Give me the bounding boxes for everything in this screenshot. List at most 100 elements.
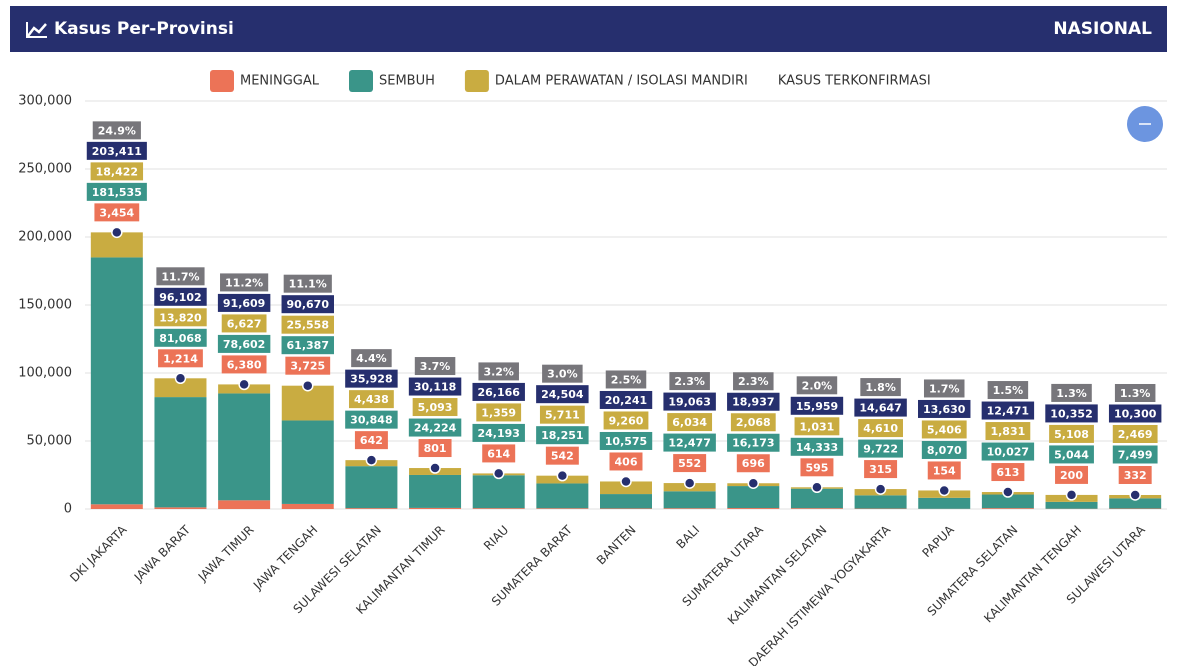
bar-segment xyxy=(154,507,206,509)
total-marker xyxy=(812,482,822,492)
total-marker xyxy=(366,455,376,465)
total-marker xyxy=(112,227,122,237)
y-tick-label: 0 xyxy=(64,502,72,517)
data-label: 96,102 xyxy=(159,291,201,304)
data-label: 5,093 xyxy=(418,401,453,414)
data-label: 13,820 xyxy=(159,311,202,324)
data-label: 10,352 xyxy=(1045,404,1097,422)
total-marker xyxy=(557,471,567,481)
share-label: 2.3% xyxy=(669,372,710,390)
legend-label[interactable]: SEMBUH xyxy=(379,74,435,89)
data-label: 332 xyxy=(1124,469,1147,482)
total-marker xyxy=(494,468,504,478)
data-label: 1,831 xyxy=(990,425,1025,438)
data-label: 614 xyxy=(487,447,510,460)
data-label: 614 xyxy=(482,444,515,462)
share-label: 3.2% xyxy=(483,365,514,378)
data-label: 18,422 xyxy=(96,165,138,178)
bar-segment xyxy=(282,420,334,503)
total-marker xyxy=(1130,490,1140,500)
share-label: 1.8% xyxy=(865,381,896,394)
data-label: 10,575 xyxy=(605,435,647,448)
data-label: 19,063 xyxy=(663,393,715,411)
total-marker xyxy=(685,478,695,488)
data-label: 30,848 xyxy=(345,411,397,429)
share-label: 11.7% xyxy=(156,267,204,285)
data-label: 26,166 xyxy=(472,383,524,401)
bar-segment xyxy=(218,500,270,509)
total-marker xyxy=(621,476,631,486)
data-label: 7,499 xyxy=(1118,448,1153,461)
bars: DKI JAKARTA3,454181,53518,422203,41124.9… xyxy=(67,121,1161,666)
legend: MENINGGAL SEMBUH DALAM PERAWATAN / ISOLASI… xyxy=(210,70,931,92)
total-marker xyxy=(175,373,185,383)
data-label: 19,063 xyxy=(668,396,710,409)
x-tick-label: DKI JAKARTA xyxy=(67,522,130,585)
legend-swatch xyxy=(349,70,373,92)
data-label: 14,647 xyxy=(859,402,901,415)
legend-label[interactable]: KASUS TERKONFIRMASI xyxy=(778,74,931,89)
data-label: 78,602 xyxy=(218,335,270,353)
data-label: 181,535 xyxy=(87,183,147,201)
data-label: 6,380 xyxy=(222,355,267,373)
data-label: 181,535 xyxy=(92,186,142,199)
data-label: 332 xyxy=(1119,466,1152,484)
data-label: 595 xyxy=(800,458,833,476)
data-label: 30,118 xyxy=(409,378,461,396)
share-label: 11.7% xyxy=(161,270,199,283)
data-label: 613 xyxy=(991,463,1024,481)
bar-segment xyxy=(1046,502,1098,509)
header-scope[interactable]: NASIONAL xyxy=(1053,19,1152,39)
data-label: 1,214 xyxy=(163,352,198,365)
data-label: 5,711 xyxy=(545,409,580,422)
data-label: 9,722 xyxy=(863,443,898,456)
bar-segment xyxy=(218,393,270,500)
share-label: 1.7% xyxy=(924,379,965,397)
x-tick-label: JAWA TIMUR xyxy=(195,523,257,585)
data-label: 5,093 xyxy=(413,398,458,416)
bar-segment xyxy=(855,495,907,508)
data-label: 18,251 xyxy=(541,429,583,442)
x-tick-label: RIAU xyxy=(481,523,511,553)
data-label: 24,504 xyxy=(536,385,588,403)
data-label: 14,333 xyxy=(791,438,843,456)
legend-label[interactable]: MENINGGAL xyxy=(240,74,320,89)
bar-segment xyxy=(664,508,716,509)
data-label: 315 xyxy=(869,463,892,476)
data-label: 78,602 xyxy=(223,338,265,351)
data-label: 200 xyxy=(1060,469,1083,482)
share-label: 4.4% xyxy=(351,349,392,367)
legend-label[interactable]: DALAM PERAWATAN / ISOLASI MANDIRI xyxy=(495,74,748,89)
data-label: 542 xyxy=(546,447,579,465)
bar-segment xyxy=(600,508,652,509)
data-label: 6,627 xyxy=(222,314,267,332)
total-marker xyxy=(1067,490,1077,500)
data-label: 10,027 xyxy=(982,443,1034,461)
share-label: 2.3% xyxy=(738,375,769,388)
share-label: 1.3% xyxy=(1120,387,1151,400)
bar-segment xyxy=(600,494,652,508)
share-label: 2.0% xyxy=(802,379,833,392)
bar-segment xyxy=(154,397,206,507)
data-label: 4,438 xyxy=(354,393,389,406)
data-label: 30,118 xyxy=(414,381,456,394)
data-label: 90,670 xyxy=(287,298,330,311)
data-label: 20,241 xyxy=(605,394,647,407)
data-label: 1,831 xyxy=(985,422,1030,440)
data-label: 18,937 xyxy=(727,393,779,411)
data-label: 10,352 xyxy=(1050,407,1092,420)
data-label: 200 xyxy=(1055,466,1088,484)
share-label: 2.5% xyxy=(606,370,647,388)
data-label: 61,387 xyxy=(287,339,329,352)
data-label: 2,469 xyxy=(1118,428,1153,441)
share-label: 3.0% xyxy=(547,368,578,381)
data-label: 26,166 xyxy=(477,386,520,399)
data-label: 552 xyxy=(678,457,701,470)
data-label: 35,928 xyxy=(345,370,397,388)
y-tick-label: 250,000 xyxy=(18,162,72,177)
data-label: 3,725 xyxy=(285,357,330,375)
data-label: 24,224 xyxy=(409,419,461,437)
total-marker xyxy=(430,463,440,473)
